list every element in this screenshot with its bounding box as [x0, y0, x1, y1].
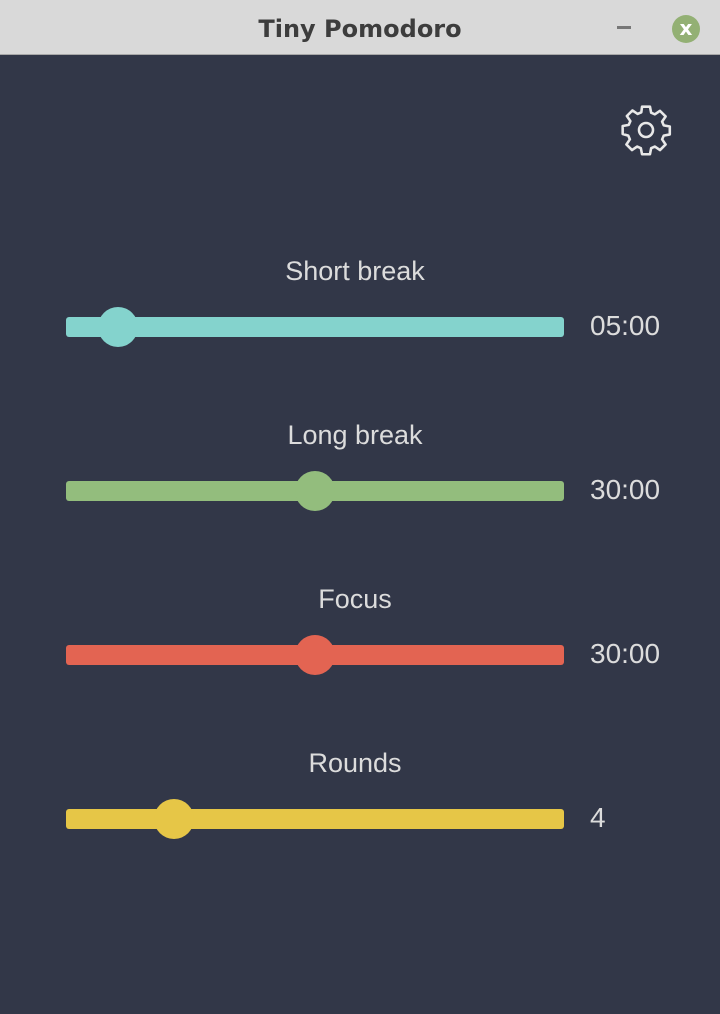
slider-label: Focus [318, 584, 392, 614]
title-bar: Tiny Pomodoro x [0, 0, 720, 55]
settings-button[interactable] [618, 102, 674, 158]
slider-label: Short break [285, 256, 425, 286]
slider-thumb[interactable] [154, 799, 195, 839]
slider-row-focus: Focus 30:00 [0, 584, 720, 724]
window-title: Tiny Pomodoro [258, 15, 462, 43]
slider-value: 30:00 [590, 474, 661, 505]
close-button[interactable]: x [672, 15, 700, 43]
slider-row-short-break: Short break 05:00 [0, 256, 720, 396]
slider-label: Long break [287, 420, 423, 450]
slider-track[interactable] [66, 307, 564, 347]
minimize-button[interactable] [617, 26, 631, 29]
slider-row-rounds: Rounds 4 [0, 748, 720, 888]
slider-thumb[interactable] [97, 307, 138, 347]
slider-value: 30:00 [590, 638, 661, 669]
slider-value: 05:00 [590, 310, 661, 341]
gear-icon [621, 105, 672, 156]
slider-thumb[interactable] [295, 471, 335, 511]
slider-row-long-break: Long break 30:00 [0, 420, 720, 560]
slider-track[interactable] [66, 471, 564, 511]
slider-track[interactable] [66, 635, 564, 675]
close-icon: x [679, 16, 693, 40]
slider-track[interactable] [66, 799, 564, 839]
slider-label: Rounds [308, 748, 402, 778]
slider-thumb[interactable] [295, 635, 335, 675]
slider-value: 4 [590, 802, 606, 833]
